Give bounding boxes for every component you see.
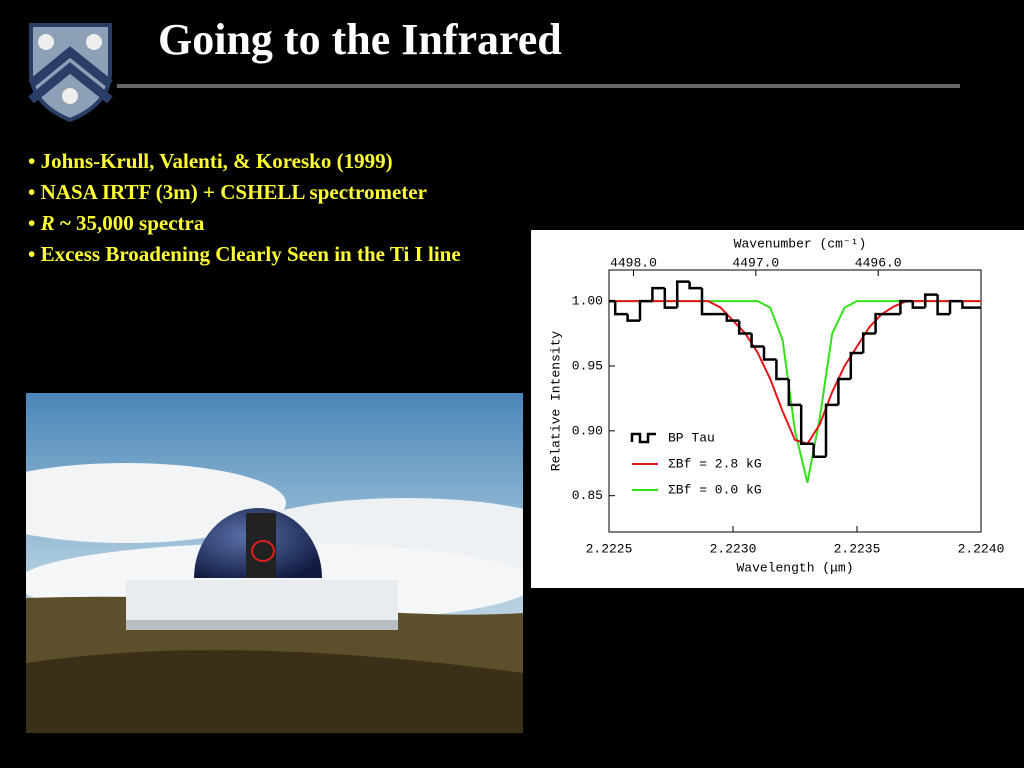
x2-tick-label: 4498.0: [610, 255, 657, 270]
bullet-list: • Johns-Krull, Valenti, & Koresko (1999)…: [28, 149, 523, 284]
model-line: [609, 300, 981, 445]
bullet: • Johns-Krull, Valenti, & Koresko (1999): [28, 146, 523, 177]
bullet-text: Excess Broadening Clearly Seen in the Ti…: [40, 242, 461, 266]
y-tick-label: 0.85: [572, 488, 603, 503]
legend-label: ΣBf = 2.8 kG: [668, 456, 762, 471]
step-segment: [613, 301, 628, 316]
y-tick-label: 0.95: [572, 358, 603, 373]
bullet-text: ~ 35,000 spectra: [59, 211, 205, 235]
step-segment: [911, 301, 926, 309]
step-segment: [737, 320, 752, 335]
bullet-marker: •: [28, 211, 36, 235]
bullet-text: NASA IRTF (3m) + CSHELL spectrometer: [40, 180, 427, 204]
step-segment: [663, 288, 678, 309]
x2-axis-title: Wavenumber (cm⁻¹): [734, 236, 867, 251]
step-segment: [799, 404, 814, 446]
logo: [28, 23, 113, 122]
step-segment: [762, 346, 777, 361]
step-segment: [638, 299, 653, 321]
x2-tick-label: 4496.0: [855, 255, 902, 270]
step-segment: [837, 377, 851, 405]
y-tick-label: 0.90: [572, 423, 603, 438]
bullet: • NASA IRTF (3m) + CSHELL spectrometer: [28, 177, 523, 208]
step-segment: [923, 293, 938, 308]
step-segment: [849, 351, 864, 379]
x-tick-label: 2.2240: [958, 541, 1005, 556]
step-segment: [899, 299, 913, 315]
step-segment: [688, 281, 702, 290]
bullet: • Excess Broadening Clearly Seen in the …: [28, 239, 523, 270]
step-segment: [961, 301, 975, 309]
legend-label: BP Tau: [668, 430, 715, 445]
step-segment: [787, 378, 802, 407]
step-segment: [948, 299, 963, 315]
y-axis-title: Relative Intensity: [548, 331, 563, 472]
x-tick-label: 2.2230: [710, 541, 757, 556]
bullet-italic: R: [40, 211, 55, 235]
title-rule: [117, 84, 960, 88]
plot-frame: [608, 269, 982, 533]
step-segment: [725, 314, 740, 322]
bullet-marker: •: [28, 149, 36, 173]
x-axis-title: Wavelength (μm): [736, 560, 853, 575]
step-segment: [651, 286, 665, 302]
step-segment: [824, 403, 839, 457]
y-tick-label: 1.00: [572, 294, 603, 309]
step-segment: [861, 332, 876, 354]
x2-tick-label: 4497.0: [732, 255, 779, 270]
x-tick-label: 2.2235: [834, 541, 881, 556]
bullet-text: Johns-Krull, Valenti, & Koresko (1999): [40, 149, 393, 173]
step-segment: [675, 280, 690, 308]
spectrum-chart: Wavenumber (cm⁻¹) Wavelength (μm) Relati…: [531, 230, 1024, 588]
step-segment: [812, 443, 826, 459]
step-segment: [936, 294, 950, 316]
bullet-marker: •: [28, 180, 36, 204]
step-segment: [874, 312, 888, 334]
x-tick-label: 2.2225: [586, 541, 633, 556]
slide-title: Going to the Infrared: [158, 15, 562, 64]
legend-swatch: [630, 432, 656, 444]
step-segment: [750, 333, 764, 348]
legend-label: ΣBf = 0.0 kG: [668, 482, 762, 497]
telescope-photo: [26, 393, 523, 733]
step-segment: [775, 359, 789, 381]
bullet-marker: •: [28, 242, 36, 266]
chart-background: [531, 230, 1024, 588]
bullet: • R ~ 35,000 spectra: [28, 208, 523, 239]
step-segment: [626, 314, 640, 322]
step-segment: [700, 288, 715, 316]
